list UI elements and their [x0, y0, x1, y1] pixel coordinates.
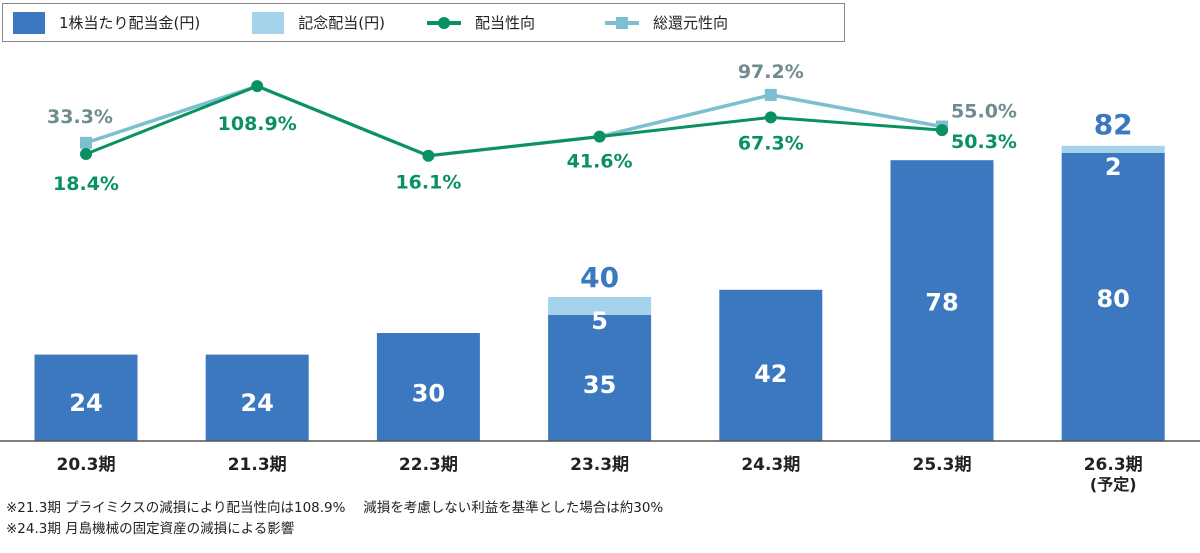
marker-payout: [936, 124, 948, 137]
bar-total-label: 40: [580, 261, 619, 294]
x-tick-label: 23.3期: [570, 455, 629, 475]
chart: 24 20.3期 24 21.3期 30 22.3期 35 5 40 23.3期 42 24.3期 78…: [0, 61, 1200, 494]
bar-commemorative-label: 2: [1105, 153, 1122, 181]
legend-item-commemorative: 記念配当(円): [248, 11, 385, 34]
marker-payout: [764, 111, 777, 124]
line-payout: [85, 84, 943, 158]
bar-commemorative-label: 5: [591, 307, 608, 335]
bar-label: 30: [412, 379, 445, 407]
legend-swatch-dividend: [13, 11, 45, 34]
legend-label: 総還元性向: [652, 14, 728, 32]
payout-label: 50.3%: [951, 131, 1017, 153]
marker-total-return: [764, 88, 777, 101]
payout-label: 67.3%: [738, 132, 804, 154]
bar-dividend: [890, 160, 994, 441]
bar-total-label: 82: [1094, 108, 1133, 141]
x-tick-label: 20.3期: [57, 455, 116, 475]
legend: 1株当たり配当金(円) 記念配当(円) 配当性向 総還元性向: [2, 3, 845, 42]
bar-label: 24: [240, 389, 273, 417]
legend-item-dividend: 1株当たり配当金(円): [9, 11, 201, 34]
x-tick-sublabel: (予定): [1090, 475, 1137, 494]
legend-item-payout: 配当性向: [426, 12, 535, 34]
marker-payout: [80, 148, 92, 160]
bar-label: 80: [1096, 285, 1129, 313]
total-return-label: 33.3%: [47, 106, 113, 128]
marker-payout: [251, 80, 264, 93]
x-tick-label: 21.3期: [228, 455, 287, 475]
bar-commemorative: [548, 297, 652, 315]
x-tick-label: 26.3期: [1084, 455, 1143, 475]
x-tick-label: 22.3期: [399, 455, 458, 475]
legend-label: 記念配当(円): [298, 14, 385, 32]
payout-label: 18.4%: [53, 173, 119, 195]
legend-label: 1株当たり配当金(円): [59, 14, 201, 32]
total-return-label: 55.0%: [951, 101, 1017, 123]
bar-label: 35: [583, 371, 616, 399]
marker-payout: [593, 130, 606, 143]
bar-dividend: [1061, 153, 1165, 441]
bar-dividend: [205, 354, 309, 441]
payout-label: 108.9%: [218, 113, 297, 135]
legend-item-total-return: 総還元性向: [604, 12, 728, 34]
bar-label: 78: [925, 289, 958, 317]
bar-dividend: [719, 289, 823, 441]
x-tick-label: 25.3期: [913, 455, 972, 475]
legend-swatch-commemorative: [252, 11, 285, 34]
bar-dividend: [34, 354, 138, 441]
legend-line-total-return-icon: [604, 12, 639, 34]
footnotes: ※21.3期 プライミクスの減損により配当性向は108.9% 減損を考慮しない利…: [6, 498, 663, 540]
legend-line-payout-icon: [426, 12, 461, 34]
footnote: ※21.3期 プライミクスの減損により配当性向は108.9% 減損を考慮しない利…: [6, 500, 664, 516]
marker-payout: [422, 149, 435, 162]
bar-dividend: [376, 333, 480, 441]
bar-label: 24: [69, 389, 102, 417]
bar-label: 42: [754, 360, 787, 388]
total-return-label: 97.2%: [738, 61, 804, 83]
x-tick-label: 24.3期: [741, 455, 800, 475]
payout-label: 41.6%: [567, 151, 633, 173]
legend-label: 配当性向: [474, 14, 535, 32]
marker-total-return: [80, 136, 92, 149]
payout-label: 16.1%: [395, 172, 461, 194]
footnote: ※24.3期 月島機械の固定資産の減損による影響: [6, 521, 295, 537]
bar-commemorative: [1061, 145, 1165, 153]
bar-dividend: [548, 315, 652, 441]
